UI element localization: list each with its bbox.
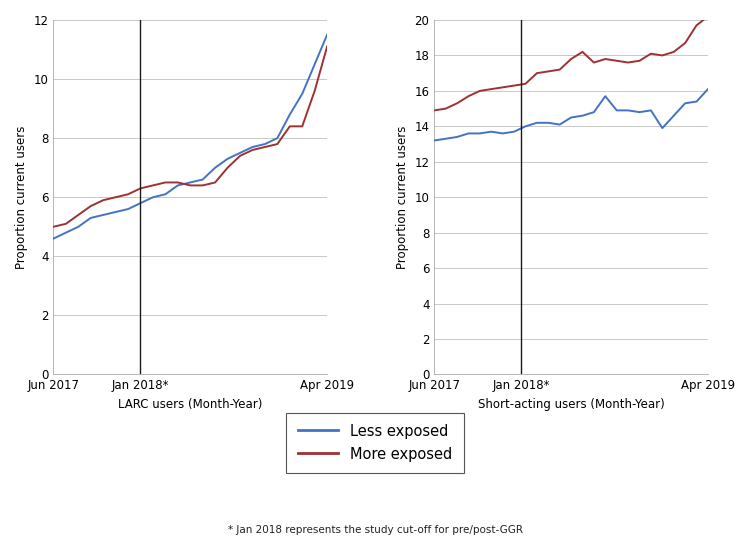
Y-axis label: Proportion current users: Proportion current users bbox=[15, 126, 28, 269]
X-axis label: LARC users (Month-Year): LARC users (Month-Year) bbox=[118, 398, 262, 411]
Y-axis label: Proportion current users: Proportion current users bbox=[396, 126, 409, 269]
X-axis label: Short-acting users (Month-Year): Short-acting users (Month-Year) bbox=[478, 398, 664, 411]
Legend: Less exposed, More exposed: Less exposed, More exposed bbox=[286, 413, 464, 473]
Text: * Jan 2018 represents the study cut-off for pre/post-GGR: * Jan 2018 represents the study cut-off … bbox=[227, 525, 523, 535]
